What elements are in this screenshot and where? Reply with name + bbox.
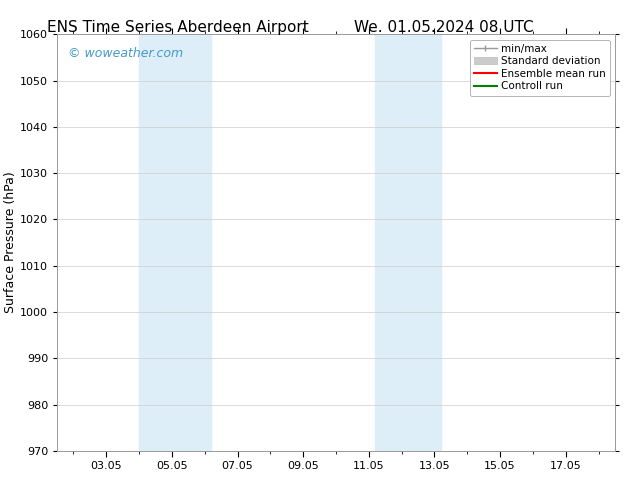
Text: ENS Time Series Aberdeen Airport: ENS Time Series Aberdeen Airport [47, 20, 308, 35]
Bar [375, 34, 441, 451]
Text: We. 01.05.2024 08 UTC: We. 01.05.2024 08 UTC [354, 20, 534, 35]
Legend: min/max, Standard deviation, Ensemble mean run, Controll run: min/max, Standard deviation, Ensemble me… [470, 40, 610, 96]
Text: © woweather.com: © woweather.com [68, 47, 183, 60]
Bar [139, 34, 211, 451]
Y-axis label: Surface Pressure (hPa): Surface Pressure (hPa) [4, 172, 17, 314]
